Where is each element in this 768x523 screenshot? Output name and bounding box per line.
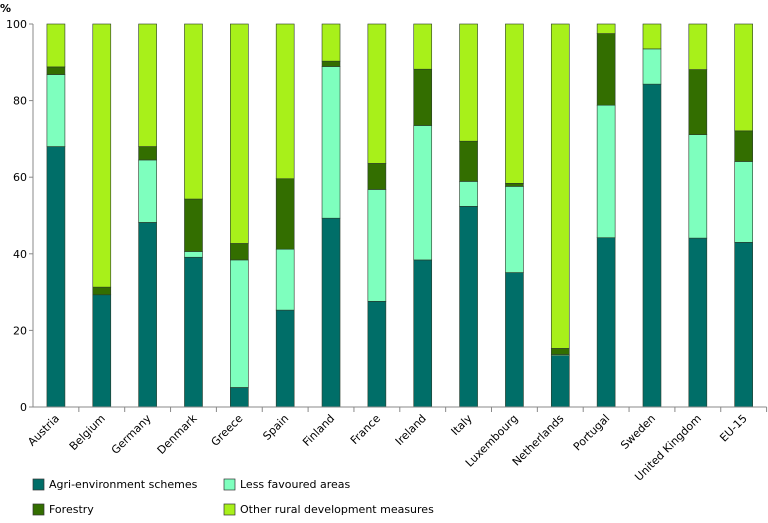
bar-segment-forestry (459, 140, 478, 182)
bar-segment-forestry (321, 60, 341, 67)
x-axis: Austria Belgium Germany Denmark Greece Spain F… (25, 406, 768, 484)
bar-segment-less-favoured-areas (138, 159, 157, 223)
legend-swatch (32, 503, 45, 516)
bar-segment-agri-environment-schemes (505, 272, 524, 408)
y-tick-label: 60 (13, 171, 27, 184)
bar-segment-other-rural-development-measures (688, 23, 708, 70)
bar-segment-agri-environment-schemes (275, 309, 295, 408)
legend-swatch (32, 478, 45, 491)
bar-segment-forestry (230, 243, 249, 261)
bar-segment-less-favoured-areas (367, 189, 387, 302)
bar-segment-other-rural-development-measures (275, 23, 295, 180)
x-tick-label: Portugal (571, 412, 612, 453)
bar-segment-forestry (367, 163, 387, 190)
bar-segment-agri-environment-schemes (230, 387, 249, 408)
bar-segment-less-favoured-areas (413, 125, 433, 261)
bars (46, 23, 753, 408)
bar-segment-agri-environment-schemes (413, 259, 433, 408)
bar-segment-other-rural-development-measures (413, 23, 433, 70)
bar-segment-less-favoured-areas (459, 181, 478, 207)
bar-segment-other-rural-development-measures (459, 23, 478, 142)
bar-segment-less-favoured-areas (734, 161, 753, 243)
x-tick-label: EU-15 (717, 412, 750, 445)
y-axis: 0 20 40 60 80 100 (6, 18, 34, 414)
x-tick-label: Germany (109, 412, 154, 457)
y-tick-label: 20 (13, 324, 27, 337)
y-tick-label: 100 (6, 18, 27, 31)
bar-segment-less-favoured-areas (230, 259, 249, 388)
legend-swatch (223, 478, 236, 491)
bar-segment-other-rural-development-measures (367, 23, 387, 164)
bar-segment-less-favoured-areas (321, 66, 341, 219)
bar-segment-other-rural-development-measures (550, 23, 570, 349)
bar-segment-other-rural-development-measures (184, 23, 203, 200)
y-tick-label: 40 (13, 248, 27, 261)
bar-segment-forestry (413, 68, 433, 126)
bar-segment-forestry (550, 348, 570, 355)
legend-swatch (223, 503, 236, 516)
bar-segment-less-favoured-areas (642, 48, 662, 85)
bar-segment-forestry (505, 183, 524, 187)
bar-segment-agri-environment-schemes (367, 300, 387, 408)
bar-segment-agri-environment-schemes (596, 237, 616, 408)
bar-segment-agri-environment-schemes (184, 256, 203, 408)
y-axis-label: % (0, 2, 11, 15)
x-tick-label: Greece (209, 412, 246, 449)
legend: Agri-environment schemes Less favoured ar… (32, 478, 434, 516)
legend-label: Agri-environment schemes (49, 478, 198, 491)
bar-segment-less-favoured-areas (688, 134, 708, 239)
bar-segment-other-rural-development-measures (138, 23, 157, 147)
x-tick-label: Sweden (618, 412, 658, 452)
bar-segment-other-rural-development-measures (321, 23, 341, 62)
bar-segment-less-favoured-areas (46, 74, 66, 147)
bar-segment-agri-environment-schemes (46, 146, 66, 408)
bar-segment-less-favoured-areas (505, 186, 524, 273)
bar-segment-forestry (596, 33, 616, 106)
y-tick-label: 0 (20, 401, 27, 414)
bar-segment-agri-environment-schemes (688, 237, 708, 408)
bar-segment-agri-environment-schemes (642, 83, 662, 408)
legend-label: Forestry (49, 503, 94, 516)
bar-segment-forestry (138, 146, 157, 161)
bar-segment-agri-environment-schemes (321, 217, 341, 408)
bar-segment-agri-environment-schemes (734, 242, 753, 408)
bar-segment-agri-environment-schemes (459, 206, 478, 408)
bar-segment-other-rural-development-measures (230, 23, 249, 244)
bar-segment-forestry (184, 198, 203, 252)
x-tick-label: Belgium (67, 412, 108, 453)
bar-segment-other-rural-development-measures (92, 23, 112, 288)
bar-segment-less-favoured-areas (184, 251, 203, 258)
bar-segment-agri-environment-schemes (92, 294, 112, 408)
bar-segment-forestry (46, 66, 66, 75)
bar-segment-other-rural-development-measures (505, 23, 524, 184)
x-tick-label: Austria (25, 412, 62, 449)
legend-label: Other rural development measures (240, 503, 434, 516)
x-tick-label: Denmark (155, 411, 200, 456)
bar-segment-forestry (688, 69, 708, 135)
bar-segment-agri-environment-schemes (550, 355, 570, 408)
bar-segment-forestry (92, 286, 112, 296)
bar-segment-other-rural-development-measures (734, 23, 753, 132)
bar-segment-forestry (734, 130, 753, 162)
bar-segment-other-rural-development-measures (46, 23, 66, 68)
x-tick-label: France (348, 412, 383, 447)
x-tick-label: Spain (260, 412, 291, 443)
bar-segment-other-rural-development-measures (596, 23, 616, 34)
bar-segment-agri-environment-schemes (138, 222, 157, 408)
bar-segment-less-favoured-areas (596, 104, 616, 239)
x-tick-label: Italy (449, 412, 475, 438)
bar-segment-less-favoured-areas (275, 248, 295, 311)
y-tick-label: 80 (13, 95, 27, 108)
x-tick-label: Ireland (393, 412, 429, 448)
bar-segment-forestry (275, 178, 295, 250)
bar-segment-other-rural-development-measures (642, 23, 662, 50)
x-tick-label: Finland (300, 412, 337, 449)
legend-label: Less favoured areas (240, 478, 351, 491)
